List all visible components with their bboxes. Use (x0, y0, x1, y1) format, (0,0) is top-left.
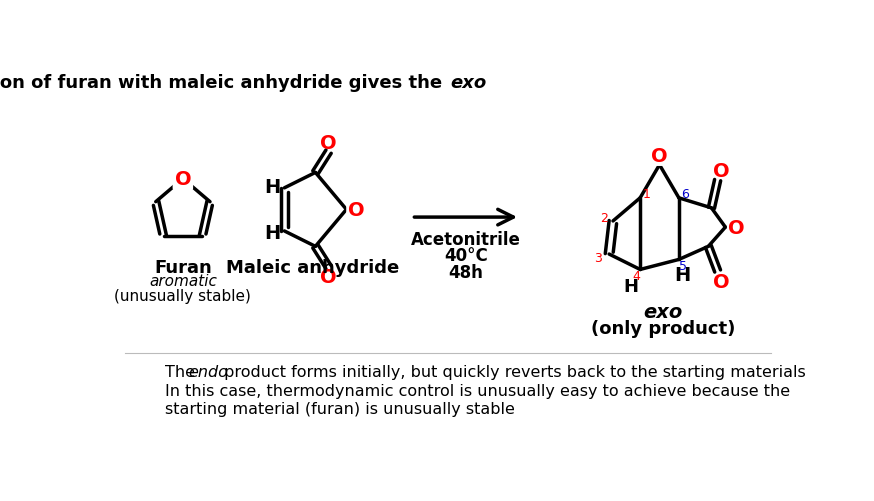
Text: 2: 2 (600, 211, 607, 224)
Text: H: H (264, 177, 281, 196)
Text: O: O (651, 147, 668, 166)
Text: exo: exo (644, 302, 683, 321)
Text: (only product): (only product) (591, 319, 736, 337)
Text: Acetonitrile: Acetonitrile (411, 231, 521, 248)
Text: O: O (728, 218, 745, 237)
Text: H: H (675, 266, 690, 285)
Text: In this case, thermodynamic control is unusually easy to achieve because the: In this case, thermodynamic control is u… (165, 383, 790, 398)
Text: Furan: Furan (154, 259, 212, 277)
Text: 5: 5 (679, 260, 687, 273)
Text: The: The (165, 364, 200, 379)
Text: starting material (furan) is unusually stable: starting material (furan) is unusually s… (165, 401, 515, 416)
Text: O: O (320, 134, 336, 153)
Text: The Diels-Alder reaction of furan with maleic anhydride gives the: The Diels-Alder reaction of furan with m… (0, 74, 448, 92)
Text: 3: 3 (594, 252, 602, 265)
Text: (unusually stable): (unusually stable) (114, 289, 252, 303)
Text: O: O (175, 170, 191, 189)
Text: 1: 1 (642, 188, 650, 201)
Text: 48h: 48h (448, 264, 483, 282)
Text: exo: exo (450, 74, 487, 92)
Text: Maleic anhydride: Maleic anhydride (226, 259, 399, 277)
Text: 40°C: 40°C (444, 246, 488, 264)
Text: O: O (713, 272, 730, 291)
Text: H: H (623, 278, 638, 296)
Text: O: O (320, 268, 336, 286)
Text: aromatic: aromatic (149, 274, 217, 289)
Text: endo: endo (188, 364, 228, 379)
Text: H: H (264, 223, 281, 242)
Text: 4: 4 (632, 270, 640, 283)
Text: product forms initially, but quickly reverts back to the starting materials: product forms initially, but quickly rev… (219, 364, 806, 379)
Text: 6: 6 (681, 188, 689, 201)
Text: O: O (713, 161, 730, 180)
Text: O: O (348, 200, 364, 219)
